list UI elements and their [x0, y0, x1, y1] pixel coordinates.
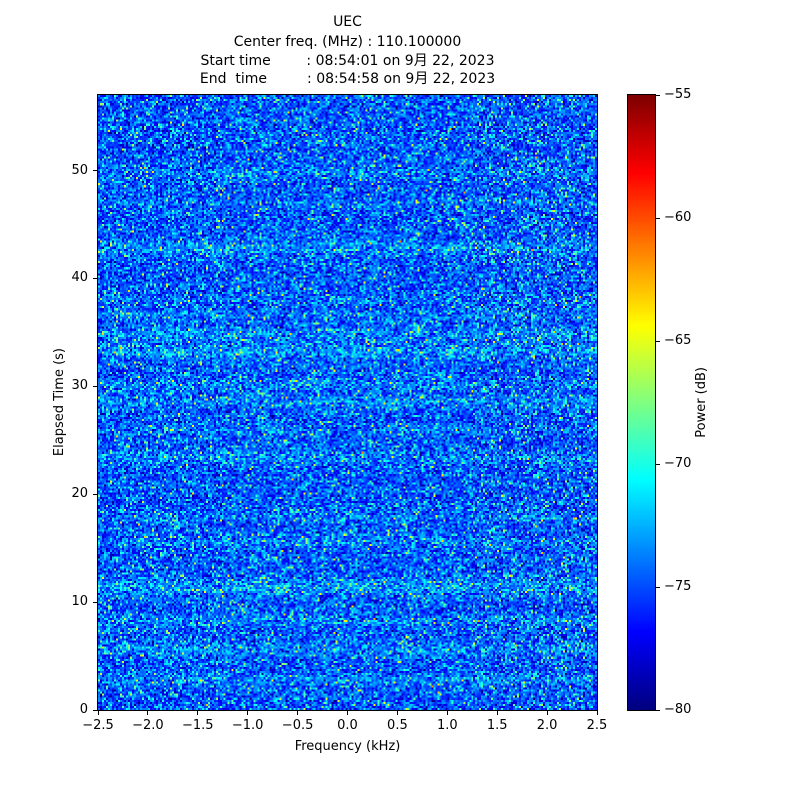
x-tick-label: 0.0 [337, 718, 358, 733]
header-end-time: End time : 08:54:58 on 9月 22, 2023 [199, 71, 496, 87]
figure-header: Center freq. (MHz) : 110.100000 Start ti… [0, 33, 695, 89]
y-tick-mark [93, 170, 97, 172]
x-tick-label: 0.5 [387, 718, 408, 733]
y-tick-label: 40 [71, 270, 88, 286]
colorbar-tick-label: −80 [664, 702, 692, 717]
y-tick-mark [93, 709, 97, 711]
x-tick-mark [347, 711, 348, 715]
x-tick-mark [596, 711, 598, 715]
colorbar-tick-mark [656, 217, 660, 219]
y-tick-label: 30 [71, 378, 88, 394]
y-tick-mark [93, 601, 97, 603]
header-start-time: Start time : 08:54:01 on 9月 22, 2023 [200, 52, 495, 69]
plot-area [97, 94, 598, 711]
x-tick-mark [446, 711, 448, 715]
colorbar-tick-label: −55 [664, 87, 692, 102]
x-axis-label: Frequency (kHz) [294, 739, 401, 754]
x-tick-label: −1.0 [231, 718, 264, 733]
y-tick-label: 0 [79, 702, 88, 717]
x-tick-label: 1.5 [486, 718, 508, 733]
colorbar-tick-label: −60 [664, 210, 692, 225]
y-axis-label: Elapsed Time (s) [51, 348, 67, 457]
x-tick-mark [97, 711, 99, 715]
colorbar [627, 94, 656, 711]
y-tick-label: 50 [71, 162, 88, 178]
colorbar-tick-mark [656, 709, 660, 711]
x-tick-mark [546, 711, 548, 715]
x-tick-label: 2.0 [536, 718, 558, 733]
colorbar-tick-mark [656, 94, 660, 96]
figure-title: UEC [333, 14, 362, 30]
y-tick-label: 10 [71, 594, 88, 610]
y-tick-label: 20 [71, 486, 88, 502]
colorbar-tick-label: −75 [664, 579, 692, 594]
x-tick-mark [147, 711, 149, 715]
x-tick-mark [297, 711, 299, 715]
header-center-freq: Center freq. (MHz) : 110.100000 [233, 34, 462, 50]
colorbar-tick-mark [656, 340, 660, 342]
y-tick-mark [93, 385, 97, 387]
x-tick-mark [496, 711, 498, 715]
x-tick-label: −0.5 [281, 718, 314, 733]
spectrogram-heatmap [98, 95, 597, 710]
x-tick-label: −2.5 [82, 718, 114, 733]
y-tick-mark [93, 493, 97, 495]
y-tick-mark [93, 277, 97, 279]
colorbar-gradient [628, 95, 655, 710]
x-tick-mark [247, 711, 249, 715]
x-tick-label: 1.0 [436, 718, 458, 733]
colorbar-label: Power (dB) [693, 367, 709, 438]
colorbar-tick-mark [656, 463, 660, 465]
x-tick-label: −1.5 [182, 718, 214, 733]
x-tick-mark [396, 711, 398, 715]
x-tick-mark [197, 711, 199, 715]
colorbar-tick-label: −70 [664, 456, 692, 471]
x-tick-label: 2.5 [586, 718, 608, 733]
x-tick-label: −2.0 [132, 718, 164, 733]
colorbar-tick-label: −65 [664, 333, 692, 348]
colorbar-tick-mark [656, 586, 660, 588]
